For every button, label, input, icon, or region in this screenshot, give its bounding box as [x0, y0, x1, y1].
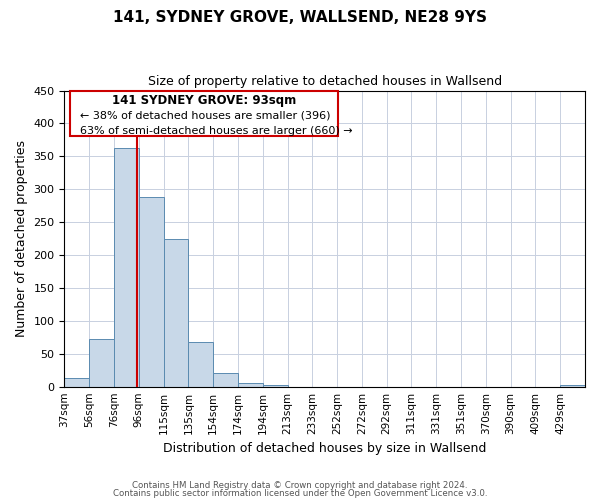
Bar	[164, 238, 188, 386]
Bar	[188, 342, 213, 386]
Text: 63% of semi-detached houses are larger (660) →: 63% of semi-detached houses are larger (…	[80, 126, 353, 136]
Y-axis label: Number of detached properties: Number of detached properties	[15, 140, 28, 337]
Text: 141, SYDNEY GROVE, WALLSEND, NE28 9YS: 141, SYDNEY GROVE, WALLSEND, NE28 9YS	[113, 10, 487, 25]
FancyBboxPatch shape	[70, 90, 338, 136]
Bar	[139, 197, 164, 386]
Text: 141 SYDNEY GROVE: 93sqm: 141 SYDNEY GROVE: 93sqm	[112, 94, 296, 107]
Text: ← 38% of detached houses are smaller (396): ← 38% of detached houses are smaller (39…	[80, 111, 331, 121]
Text: Contains public sector information licensed under the Open Government Licence v3: Contains public sector information licen…	[113, 488, 487, 498]
Title: Size of property relative to detached houses in Wallsend: Size of property relative to detached ho…	[148, 75, 502, 88]
Text: Contains HM Land Registry data © Crown copyright and database right 2024.: Contains HM Land Registry data © Crown c…	[132, 481, 468, 490]
Bar	[213, 373, 238, 386]
X-axis label: Distribution of detached houses by size in Wallsend: Distribution of detached houses by size …	[163, 442, 487, 455]
Bar	[89, 340, 114, 386]
Bar	[238, 382, 263, 386]
Bar	[560, 384, 585, 386]
Bar	[64, 378, 89, 386]
Bar	[114, 148, 139, 386]
